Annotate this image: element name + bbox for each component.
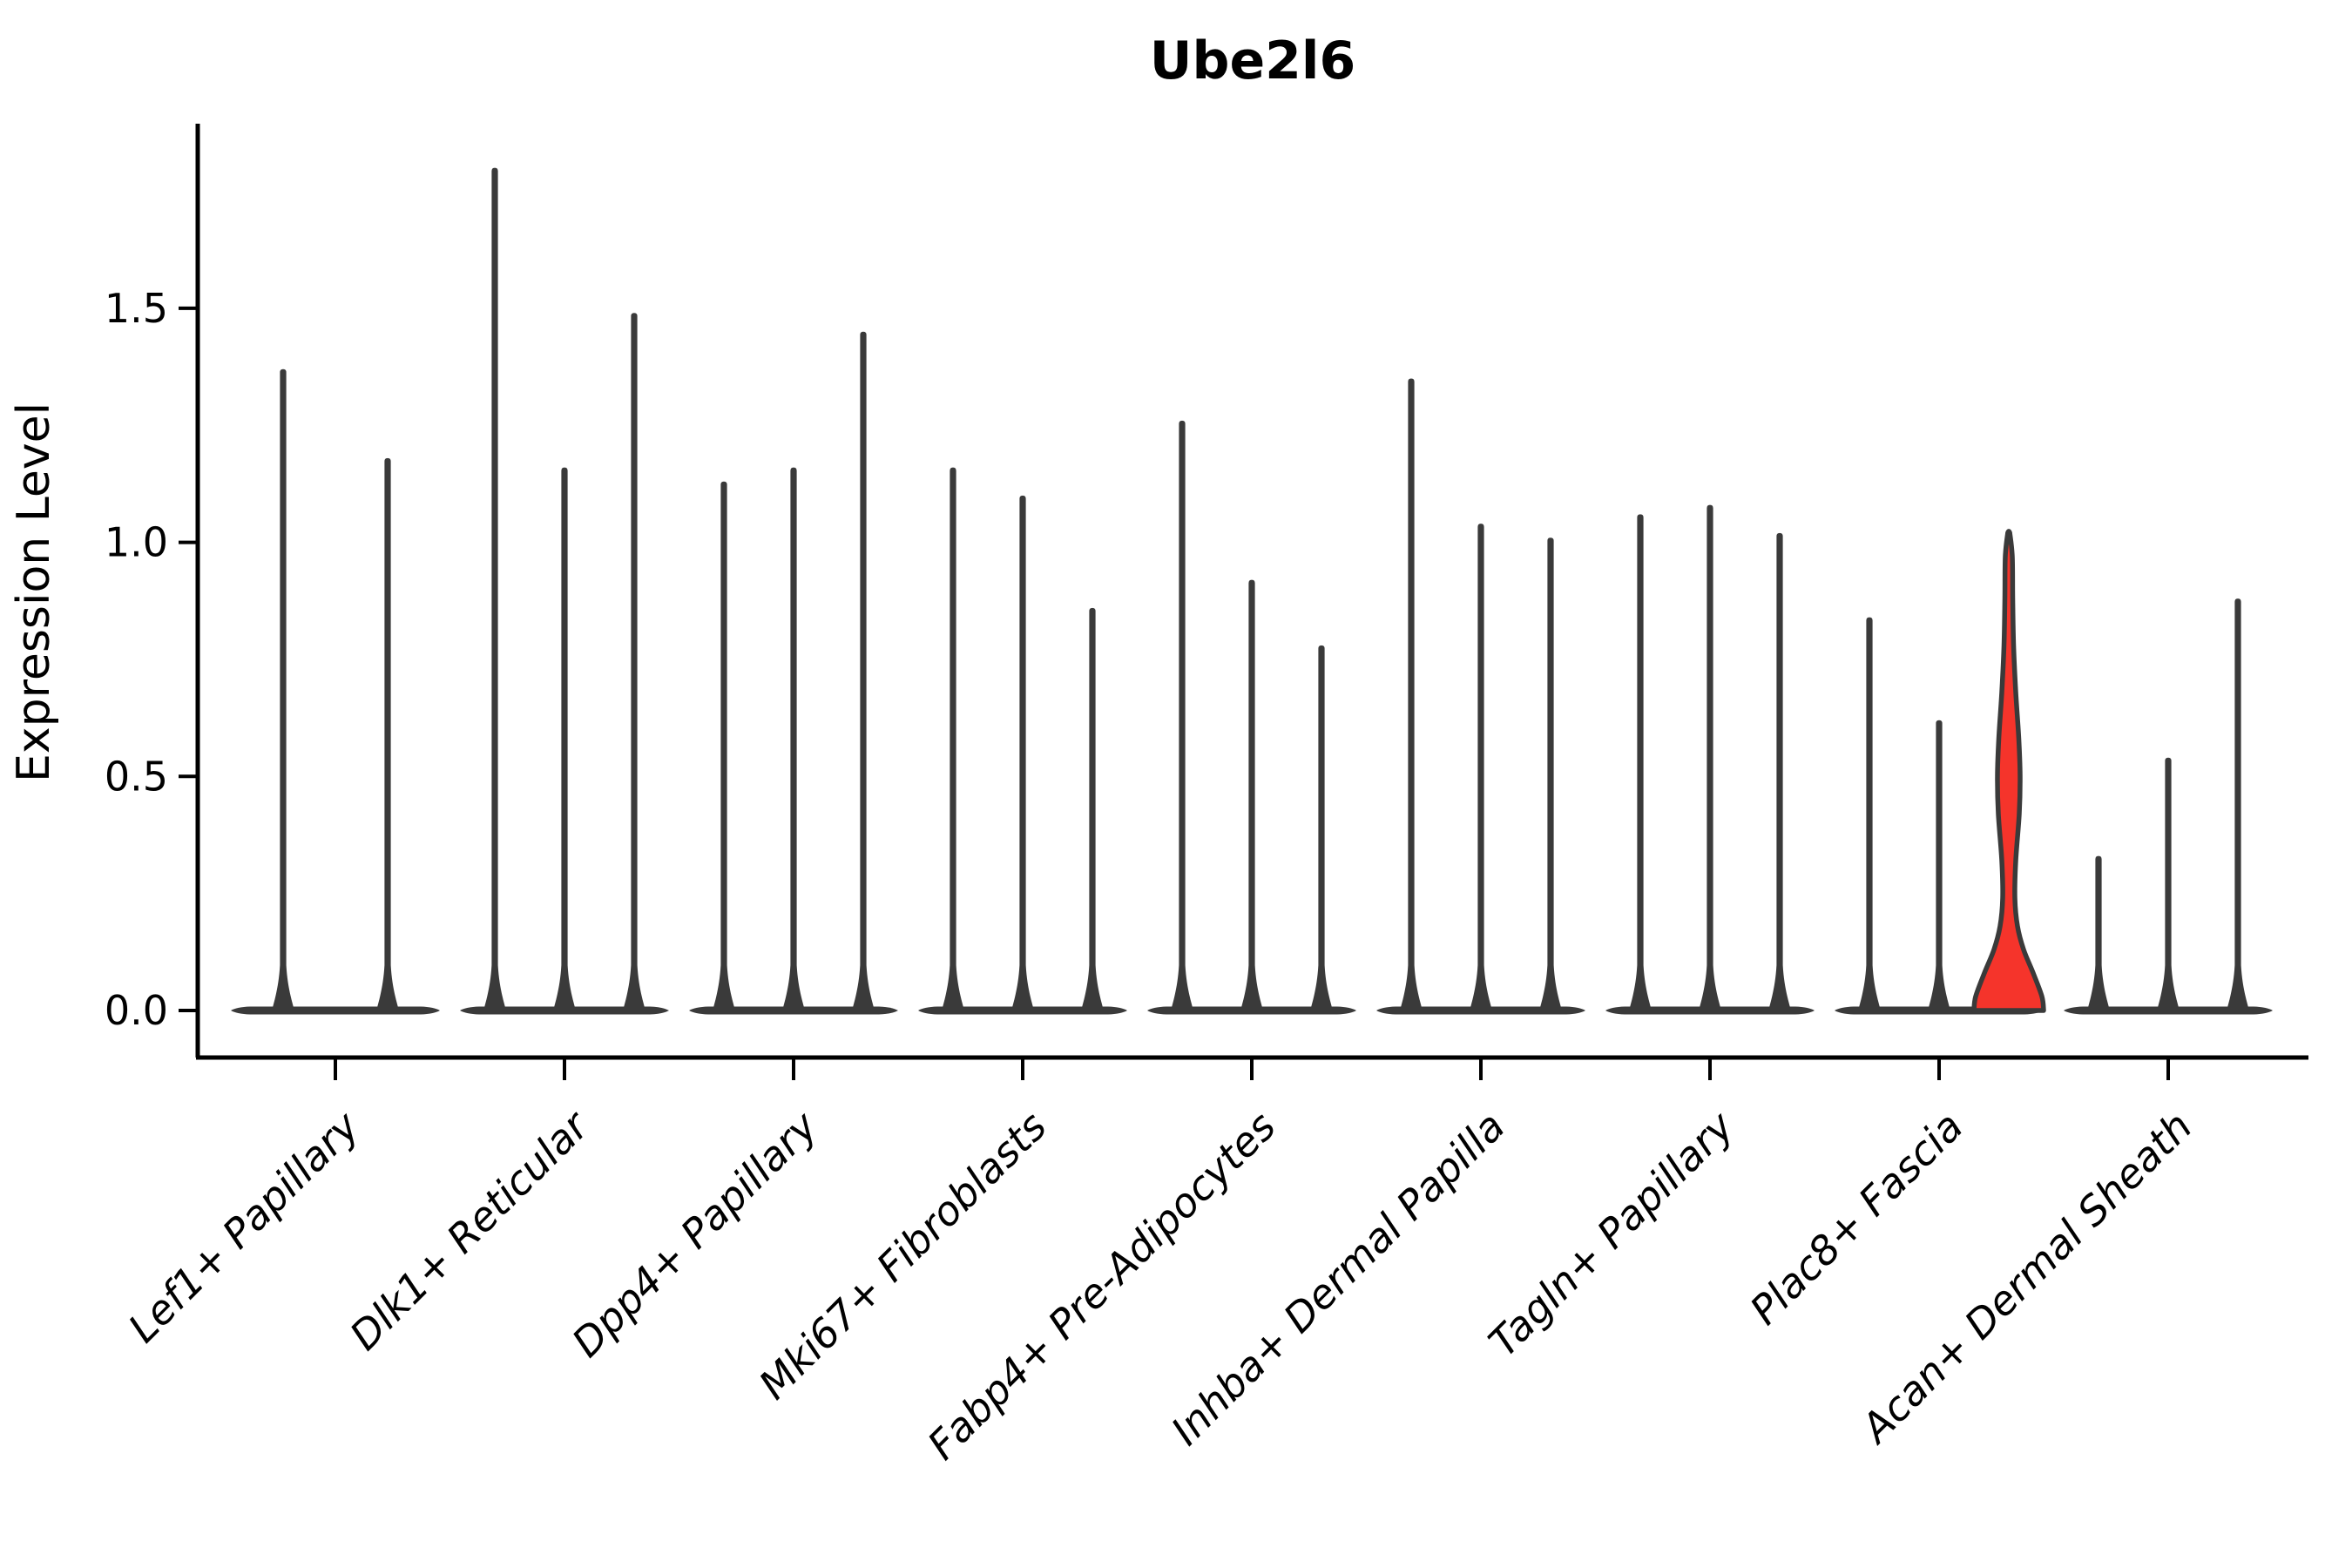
violin (1310, 645, 1333, 1010)
violin (1858, 617, 1881, 1010)
violin (272, 368, 294, 1011)
violin (2157, 757, 2180, 1010)
violin (1011, 495, 1034, 1010)
x-tick-label: Dlk1+ Reticular (341, 1100, 599, 1359)
violin (1400, 378, 1423, 1010)
violin (553, 467, 576, 1010)
violin (1470, 524, 1492, 1010)
violin (376, 457, 399, 1010)
x-tick-label: Plac8+ Fascia (1740, 1103, 1971, 1334)
violin (1768, 532, 1791, 1010)
y-tick-label: 1.5 (105, 285, 168, 332)
violin-baseline (231, 1006, 440, 1015)
violin (2227, 598, 2249, 1010)
violin (713, 481, 735, 1010)
y-tick-label: 0.5 (105, 753, 168, 800)
violin (1629, 514, 1652, 1010)
violin (942, 467, 964, 1010)
chart-title: Ube2l6 (1150, 30, 1355, 91)
y-tick-label: 0.0 (105, 987, 168, 1034)
violin (782, 467, 805, 1010)
x-tick-label: Dpp4+ Papillary (563, 1102, 827, 1366)
violin (852, 331, 875, 1010)
y-tick-label: 1.0 (105, 519, 168, 566)
violin (1928, 720, 1950, 1010)
x-tick-label: Lef1+ Papillary (119, 1102, 368, 1351)
violin (483, 167, 506, 1010)
x-tick-label: Tagln+ Papillary (1479, 1102, 1743, 1366)
violin (1539, 537, 1562, 1010)
violin (1171, 420, 1193, 1011)
violin (1699, 504, 1721, 1010)
violin (1081, 607, 1104, 1010)
violin (2087, 855, 2110, 1010)
violin (1240, 579, 1263, 1010)
violin-highlighted (1971, 529, 2046, 1013)
violin (623, 313, 645, 1010)
y-axis-label: Expression Level (8, 402, 60, 782)
